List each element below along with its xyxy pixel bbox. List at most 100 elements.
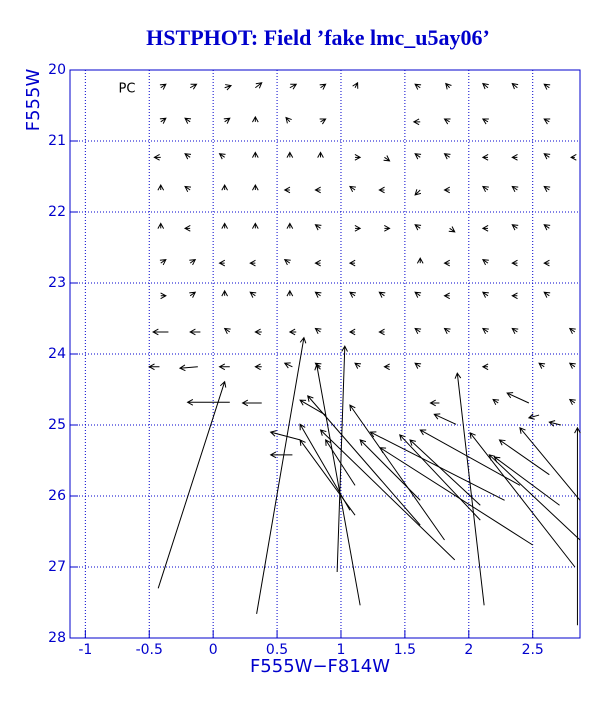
arrow <box>317 151 324 158</box>
arrow <box>419 429 521 486</box>
arrow <box>221 289 228 297</box>
arrow <box>378 328 385 336</box>
y-tick-label: 26 <box>48 488 66 504</box>
arrow <box>252 222 259 229</box>
arrow <box>548 420 561 427</box>
arrow <box>414 224 422 231</box>
arrow <box>249 259 256 267</box>
arrow <box>383 155 391 162</box>
arrow <box>252 183 259 191</box>
y-tick-label: 22 <box>48 204 66 220</box>
arrow <box>511 327 519 335</box>
arrow <box>349 404 445 541</box>
arrow <box>538 362 546 369</box>
arrow <box>354 154 362 161</box>
arrow <box>511 185 519 193</box>
arrow <box>286 222 294 229</box>
arrow <box>429 399 440 407</box>
arrow <box>153 154 161 161</box>
arrow <box>319 429 456 561</box>
arrow <box>379 447 533 546</box>
arrow <box>314 224 322 231</box>
arrow <box>488 454 581 541</box>
arrow <box>314 362 322 369</box>
y-tick-label: 28 <box>48 630 66 646</box>
arrow <box>443 153 451 160</box>
y-tick-label: 21 <box>48 133 66 149</box>
arrow <box>384 225 391 232</box>
arrow <box>570 154 577 161</box>
arrow <box>543 291 551 298</box>
arrow <box>511 82 519 90</box>
x-tick-label: -1 <box>78 642 92 658</box>
arrow <box>409 439 481 506</box>
arrow <box>184 153 192 160</box>
arrow <box>354 362 362 369</box>
arrow <box>319 83 327 90</box>
arrow <box>443 259 451 267</box>
arrow <box>568 327 576 335</box>
arrow <box>568 398 576 406</box>
arrow <box>184 185 192 193</box>
y-tick-label: 23 <box>48 275 66 291</box>
arrow <box>399 434 481 521</box>
arrow <box>241 399 262 407</box>
arrow <box>416 257 424 264</box>
arrow <box>414 189 422 196</box>
y-tick-label: 27 <box>48 559 66 575</box>
arrow <box>249 291 257 298</box>
arrow <box>254 363 262 371</box>
arrow <box>286 151 294 158</box>
arrow <box>218 153 226 160</box>
arrow <box>519 427 581 501</box>
x-tick-label: 2.5 <box>522 642 544 658</box>
arrow <box>568 362 576 369</box>
x-axis-label: F555W−F814W <box>250 656 390 677</box>
arrow <box>314 291 322 298</box>
arrow <box>184 117 192 124</box>
arrow <box>288 328 297 336</box>
arrow <box>574 426 581 626</box>
arrow <box>223 327 231 335</box>
x-tick-label: -0.5 <box>136 642 163 658</box>
arrow <box>152 328 169 336</box>
arrow <box>148 363 160 371</box>
arrow <box>445 82 452 90</box>
arrow <box>189 258 197 266</box>
arrow <box>481 225 489 232</box>
arrow <box>189 291 197 298</box>
arrow <box>543 185 551 193</box>
arrow <box>157 222 165 229</box>
arrow <box>186 398 230 406</box>
arrow <box>443 118 451 125</box>
arrow <box>314 186 321 194</box>
arrow <box>482 327 489 335</box>
arrow <box>414 83 422 90</box>
arrow <box>283 258 291 266</box>
arrow <box>285 116 292 124</box>
arrow <box>414 291 422 298</box>
arrow <box>383 363 390 371</box>
arrow <box>289 83 298 90</box>
arrow <box>378 186 385 194</box>
arrow <box>224 84 233 91</box>
arrow <box>221 183 228 191</box>
arrow <box>543 83 551 90</box>
arrow <box>454 372 485 606</box>
arrow <box>252 151 259 158</box>
arrow <box>492 398 500 406</box>
arrow <box>299 399 326 416</box>
chart-title: HSTPHOT: Field ’fake lmc_u5ay06’ <box>146 25 490 50</box>
arrow <box>348 328 356 336</box>
arrow <box>218 259 226 267</box>
x-tick-label: 0.5 <box>266 642 288 658</box>
arrow <box>160 292 167 300</box>
arrow <box>189 328 201 336</box>
arrow <box>159 83 167 90</box>
arrow <box>448 226 456 233</box>
arrow <box>157 183 165 191</box>
arrow <box>325 439 356 486</box>
arrow <box>314 327 322 335</box>
arrow <box>481 154 489 161</box>
